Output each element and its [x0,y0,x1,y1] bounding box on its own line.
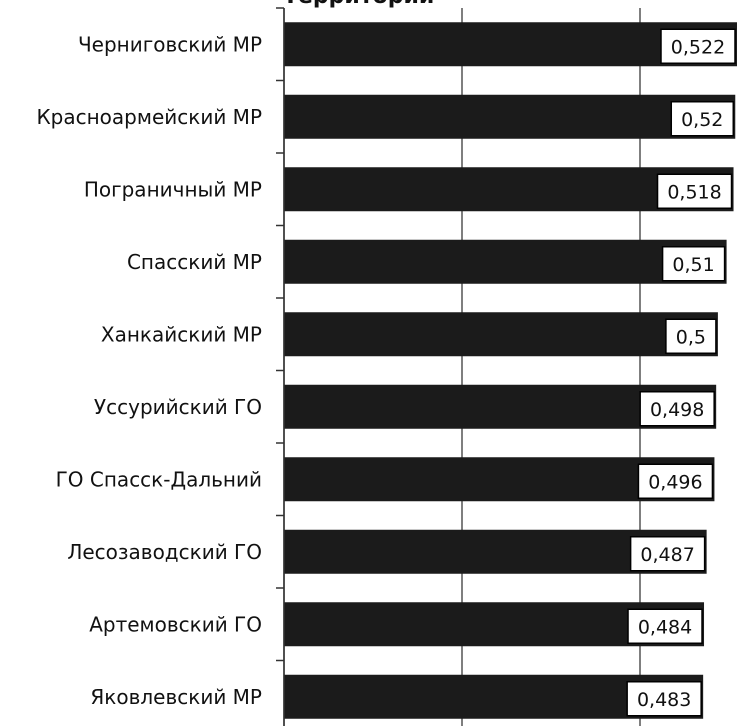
data-label: 0,484 [638,616,692,638]
category-label: Лесозаводский ГО [67,540,262,564]
bar [284,239,727,284]
category-label: Уссурийский ГО [94,395,262,419]
data-label-box [637,463,714,499]
data-label: 0,522 [671,36,725,58]
data-label-box [665,318,717,354]
bar [284,94,736,139]
category-label: Спасский МР [127,250,262,274]
category-label: Пограничный МР [84,177,262,201]
data-label-box [670,101,735,137]
chart-title: Территории [283,0,434,9]
category-label: Ханкайский МР [101,322,262,346]
data-label: 0,496 [648,471,702,493]
data-label: 0,498 [650,399,704,421]
category-label: ГО Спасск-Дальний [56,467,262,491]
data-label: 0,5 [676,326,706,348]
data-label-box [660,28,736,64]
data-label: 0,483 [637,689,691,711]
category-label: Красноармейский МР [36,105,262,129]
category-label: Яковлевский МР [90,685,262,709]
data-label: 0,487 [640,544,694,566]
data-label-box [661,246,726,282]
data-label-box [656,173,733,209]
data-label-box [629,536,706,572]
bar [284,312,718,357]
data-label: 0,51 [672,254,714,276]
data-label-box [626,681,702,717]
category-label: Артемовский ГО [89,612,262,636]
data-label: 0,518 [667,181,721,203]
data-label-box [639,391,715,427]
data-label: 0,52 [681,109,723,131]
data-label-box [627,608,703,644]
category-label: Черниговский МР [78,32,262,56]
